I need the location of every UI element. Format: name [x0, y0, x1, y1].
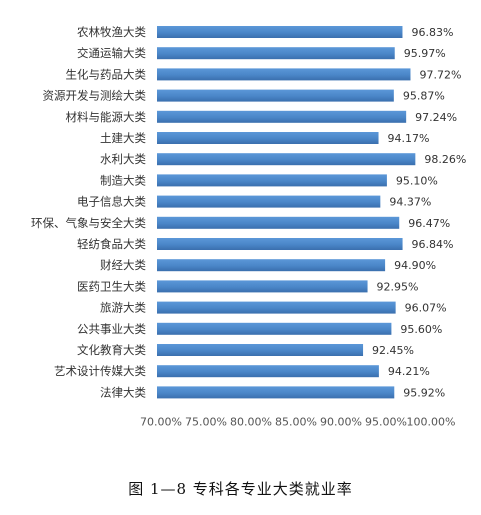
bar [157, 238, 403, 250]
category-label: 轻纺食品大类 [77, 237, 146, 251]
x-tick-label: 85.00% [275, 415, 317, 428]
value-label: 96.84% [412, 238, 454, 251]
x-tick-label: 70.00% [140, 415, 182, 428]
value-label: 92.95% [377, 280, 419, 293]
value-label: 96.83% [411, 26, 453, 39]
value-label: 94.37% [389, 196, 431, 209]
bar [157, 195, 381, 208]
bar [157, 153, 416, 166]
category-label: 电子信息大类 [77, 195, 146, 209]
value-label: 94.17% [388, 132, 430, 145]
category-label: 财经大类 [100, 258, 146, 272]
x-tick-label: 95.00% [365, 415, 407, 428]
value-label: 95.87% [403, 90, 445, 103]
bar [157, 322, 392, 335]
category-label: 法律大类 [100, 385, 146, 399]
value-label: 95.60% [400, 323, 442, 336]
value-label: 92.45% [372, 344, 414, 357]
bar [157, 301, 396, 314]
value-label: 98.26% [424, 153, 466, 166]
bar [157, 365, 379, 378]
category-label: 旅游大类 [100, 301, 146, 315]
value-label: 96.07% [405, 302, 447, 315]
value-label: 95.92% [403, 386, 445, 399]
bar [157, 174, 387, 187]
bar-chart: 农林牧渔大类交通运输大类生化与药品大类资源开发与测绘大类材料与能源大类土建大类水… [31, 25, 466, 428]
bar [157, 344, 364, 356]
category-label: 医药卫生大类 [77, 279, 146, 293]
value-label: 97.72% [419, 68, 461, 81]
value-label: 97.24% [415, 111, 457, 124]
bar [157, 386, 395, 399]
bar [157, 110, 407, 123]
value-label: 95.97% [404, 47, 446, 60]
bar [157, 89, 394, 102]
category-label: 生化与药品大类 [66, 67, 147, 81]
category-label: 公共事业大类 [77, 322, 146, 336]
category-label: 水利大类 [100, 152, 146, 166]
value-label: 94.90% [394, 259, 436, 272]
x-tick-label: 90.00% [320, 415, 362, 428]
category-label: 资源开发与测绘大类 [43, 89, 147, 103]
bar [157, 47, 395, 60]
category-label: 环保、气象与安全大类 [31, 216, 146, 230]
category-label: 文化教育大类 [77, 343, 146, 357]
bar [157, 280, 368, 293]
category-label: 制造大类 [100, 173, 146, 187]
value-label: 95.10% [396, 174, 438, 187]
category-label: 材料与能源大类 [66, 110, 147, 124]
bar [157, 259, 386, 272]
category-label: 农林牧渔大类 [77, 25, 146, 39]
value-label: 94.21% [388, 365, 430, 378]
x-tick-label: 100.00% [407, 415, 456, 428]
x-tick-label: 75.00% [185, 415, 227, 428]
category-label: 土建大类 [100, 131, 146, 145]
value-label: 96.47% [408, 217, 450, 230]
bar [157, 216, 400, 229]
x-tick-label: 80.00% [230, 415, 272, 428]
category-label: 艺术设计传媒大类 [54, 364, 146, 378]
bar [157, 26, 403, 38]
bar [157, 68, 411, 81]
bar [157, 132, 379, 144]
category-label: 交通运输大类 [77, 46, 146, 60]
figure-caption: 图 1—8 专科各专业大类就业率 [128, 480, 353, 498]
